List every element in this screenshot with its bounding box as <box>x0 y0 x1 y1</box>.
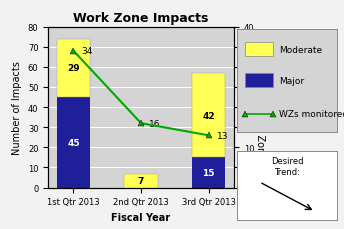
X-axis label: Fiscal Year: Fiscal Year <box>111 212 171 222</box>
Text: 13: 13 <box>217 131 228 140</box>
WZs monitored <box>72 50 76 53</box>
Text: 29: 29 <box>67 64 80 73</box>
Bar <box>124 174 158 188</box>
FancyBboxPatch shape <box>245 43 273 57</box>
Text: 34: 34 <box>82 47 93 56</box>
Text: 45: 45 <box>67 138 80 147</box>
Text: 42: 42 <box>202 111 215 120</box>
Text: 7: 7 <box>138 176 144 185</box>
Text: WZs monitored: WZs monitored <box>279 110 344 119</box>
Title: Work Zone Impacts: Work Zone Impacts <box>73 12 209 25</box>
Text: Moderate: Moderate <box>279 46 322 55</box>
FancyBboxPatch shape <box>245 74 273 87</box>
Y-axis label: Number of Impacts: Number of Impacts <box>12 61 22 154</box>
Text: Desired
Trend:: Desired Trend: <box>271 157 303 176</box>
Bar <box>57 39 90 98</box>
Bar <box>57 98 90 188</box>
Text: Major: Major <box>279 77 304 86</box>
Bar <box>192 74 225 158</box>
Text: 16: 16 <box>149 119 161 128</box>
WZs monitored <box>139 122 143 125</box>
Line: WZs monitored: WZs monitored <box>70 48 212 139</box>
Text: 15: 15 <box>202 168 215 177</box>
WZs monitored <box>206 134 211 137</box>
Y-axis label: Number of Work Zones: Number of Work Zones <box>255 52 265 164</box>
Bar <box>192 158 225 188</box>
